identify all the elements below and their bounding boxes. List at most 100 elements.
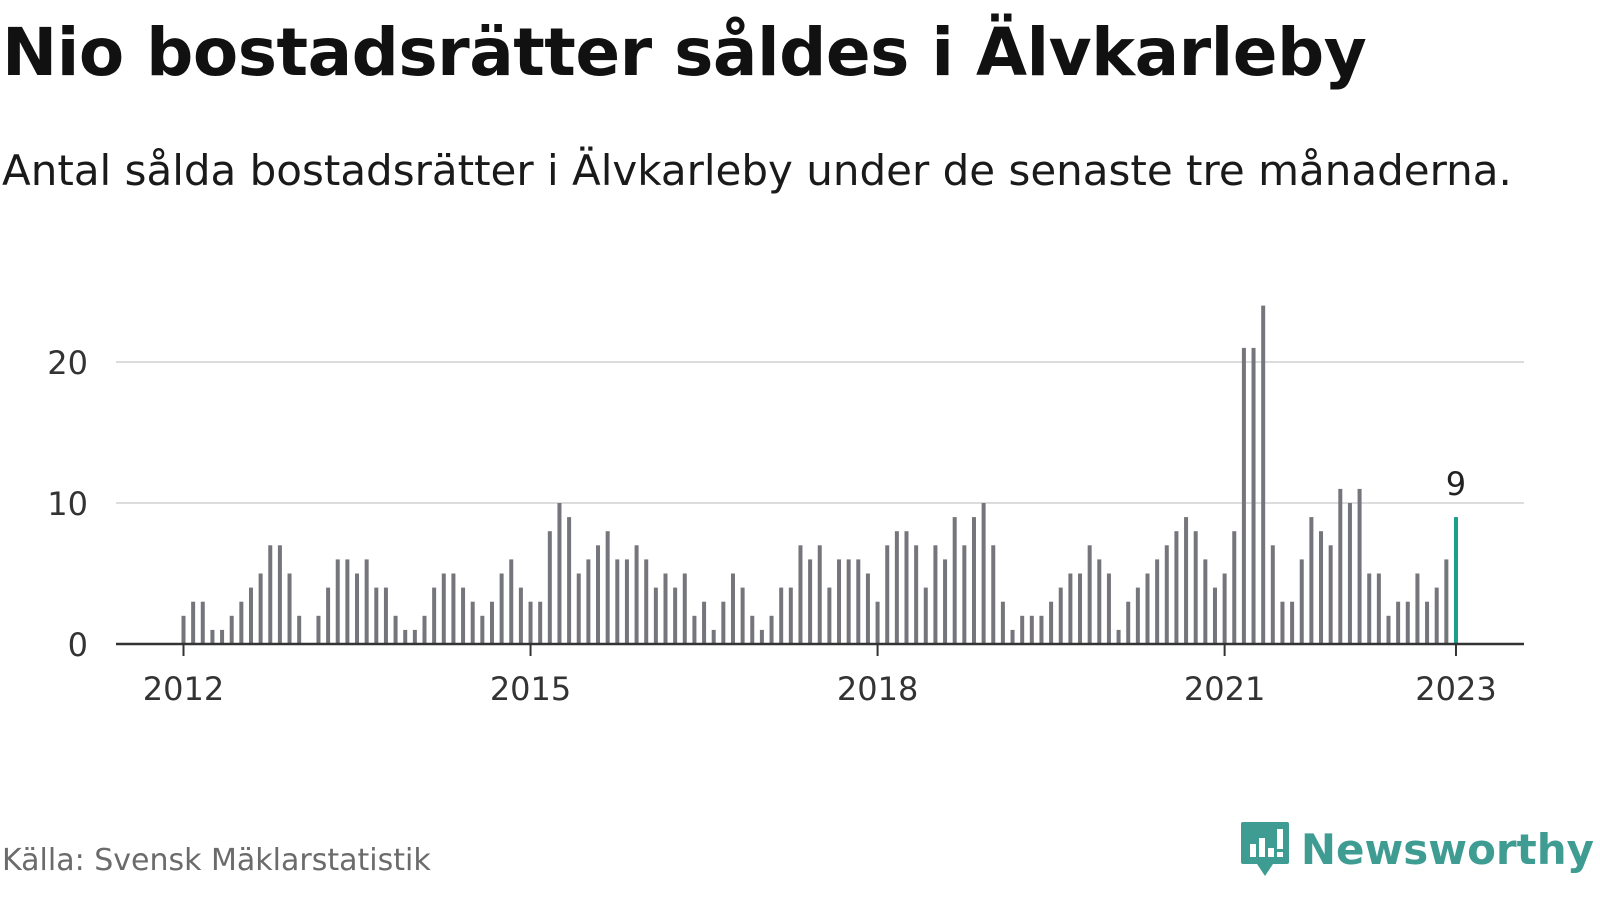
bar [904,531,909,644]
bar [865,573,870,644]
bar [914,545,919,644]
bar [229,615,234,644]
bar [817,545,822,644]
bar [480,615,485,644]
x-tick-label: 2015 [490,670,571,708]
bar [769,615,774,644]
bar [355,573,360,644]
bar [1068,573,1073,644]
bar [1415,573,1420,644]
bar [383,587,388,644]
bar [894,531,899,644]
bar [1135,587,1140,644]
bar [277,545,282,644]
bar [547,531,552,644]
brand-name: Newsworthy [1300,824,1594,874]
bar [557,503,562,644]
bar [412,629,417,644]
bar [489,601,494,644]
bar [1347,503,1352,644]
bar [191,601,196,644]
bar [1010,629,1015,644]
bar [981,503,986,644]
gridlines [116,361,1524,504]
bar [567,517,572,644]
source-note: Källa: Svensk Mäklarstatistik [2,843,431,878]
bar [952,517,957,644]
bar [422,615,427,644]
bar [239,601,244,644]
bar [991,545,996,644]
x-tick-label: 2021 [1184,670,1265,708]
bar [779,587,784,644]
bar [596,545,601,644]
bar [1405,601,1410,644]
bar [788,587,793,644]
bar [1039,615,1044,644]
bar [663,573,668,644]
y-tick-label: 0 [68,626,88,664]
bar [885,545,890,644]
bar [856,559,861,644]
bar [1000,601,1005,644]
bar [740,587,745,644]
bar [1058,587,1063,644]
bar [220,629,225,644]
bar [509,559,514,644]
bar [1434,587,1439,644]
bar [1338,488,1343,644]
bar [1319,531,1324,644]
bar [576,573,581,644]
bar [1386,615,1391,644]
bar [943,559,948,644]
bar [962,545,967,644]
bar [711,629,716,644]
bar [248,587,253,644]
bar [335,559,340,644]
bar [1222,573,1227,644]
bar [1299,559,1304,644]
bar [1444,559,1449,644]
highlight-value-label: 9 [1446,465,1466,503]
bar [644,559,649,644]
bar [287,573,292,644]
y-tick-label: 20 [47,344,88,382]
bar-chart-speech-bubble-icon [1240,822,1289,876]
bar [1376,573,1381,644]
bar [210,629,215,644]
bar [258,573,263,644]
bar [1309,517,1314,644]
bar [441,573,446,644]
bar [1367,573,1372,644]
bar [200,601,205,644]
bar [326,587,331,644]
bar [971,517,976,644]
bar [538,601,543,644]
bar [1097,559,1102,644]
bar [1174,531,1179,644]
bar [808,559,813,644]
bar [1193,531,1198,644]
bar [1155,559,1160,644]
bar [1357,488,1362,644]
x-tick-label: 2012 [143,670,224,708]
bar [499,573,504,644]
bar [692,615,697,644]
bar [605,531,610,644]
x-tick-label: 2018 [837,670,918,708]
bar [432,587,437,644]
bar [846,559,851,644]
bar-highlight [1453,517,1458,644]
bar [470,601,475,644]
bar [673,587,678,644]
bar [297,615,302,644]
bar [827,587,832,644]
bar [1087,545,1092,644]
bar [653,587,658,644]
bar [1145,573,1150,644]
bar [1328,545,1333,644]
bar [721,601,726,644]
bar [461,587,466,644]
bar [1126,601,1131,644]
bar [181,615,186,644]
